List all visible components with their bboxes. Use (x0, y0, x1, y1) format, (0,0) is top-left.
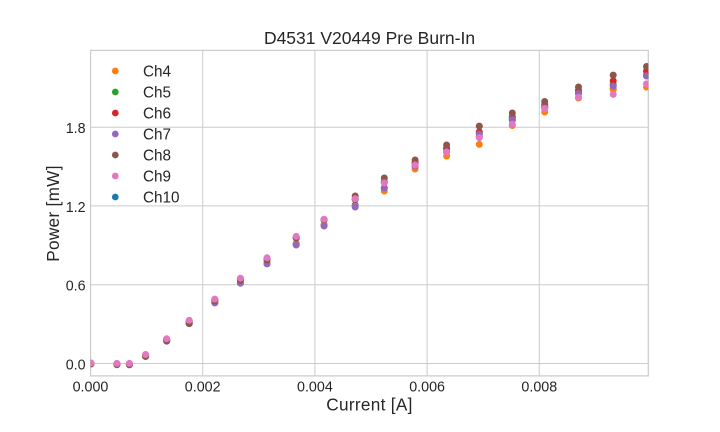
svg-text:1.8: 1.8 (66, 121, 86, 137)
svg-text:0.000: 0.000 (73, 380, 109, 396)
svg-text:0.008: 0.008 (521, 380, 557, 396)
svg-text:Power [mW]: Power [mW] (43, 165, 63, 262)
svg-text:D4531 V20449 Pre Burn-In: D4531 V20449 Pre Burn-In (264, 28, 475, 48)
svg-text:0.6: 0.6 (66, 279, 86, 295)
svg-text:Ch6: Ch6 (143, 106, 171, 123)
svg-text:Ch8: Ch8 (143, 148, 171, 165)
svg-text:1.2: 1.2 (66, 200, 86, 216)
svg-text:0.004: 0.004 (297, 380, 333, 396)
svg-text:Ch7: Ch7 (143, 127, 171, 144)
svg-text:0.0: 0.0 (66, 358, 86, 374)
svg-text:Ch5: Ch5 (143, 85, 171, 102)
svg-text:Ch9: Ch9 (143, 169, 171, 186)
svg-text:Current [A]: Current [A] (326, 394, 412, 414)
svg-text:Ch10: Ch10 (143, 190, 180, 207)
svg-text:Ch4: Ch4 (143, 64, 172, 81)
svg-text:0.006: 0.006 (409, 380, 445, 396)
svg-text:0.002: 0.002 (185, 380, 221, 396)
